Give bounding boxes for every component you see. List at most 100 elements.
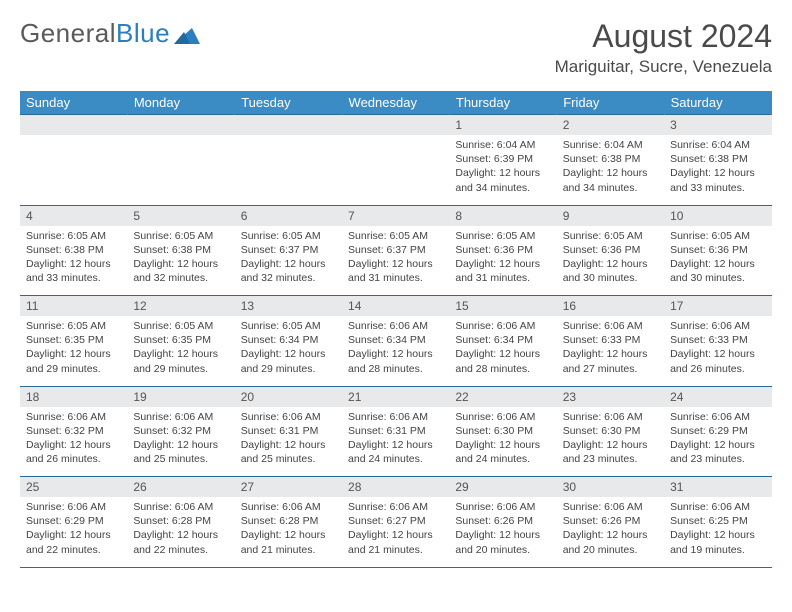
sunset-text: Sunset: 6:38 PM [563,152,658,166]
daylight-text: Daylight: 12 hours and 19 minutes. [670,528,765,556]
day-number-cell: 18 [20,386,127,407]
sunrise-text: Sunrise: 6:06 AM [348,500,443,514]
sunrise-text: Sunrise: 6:05 AM [563,229,658,243]
day-number-cell: 19 [127,386,234,407]
daylight-text: Daylight: 12 hours and 31 minutes. [348,257,443,285]
sunrise-text: Sunrise: 6:05 AM [26,319,121,333]
sunrise-text: Sunrise: 6:06 AM [563,410,658,424]
day-content-row: Sunrise: 6:05 AMSunset: 6:38 PMDaylight:… [20,226,772,296]
sunset-text: Sunset: 6:33 PM [563,333,658,347]
sunset-text: Sunset: 6:36 PM [563,243,658,257]
location-label: Mariguitar, Sucre, Venezuela [555,57,772,77]
day-number-cell: 3 [664,115,771,136]
brand-general: General [20,18,116,49]
day-number-cell: 17 [664,296,771,317]
sunset-text: Sunset: 6:29 PM [670,424,765,438]
calendar-grid: Sunday Monday Tuesday Wednesday Thursday… [20,91,772,568]
sunset-text: Sunset: 6:26 PM [563,514,658,528]
day-number-cell: 6 [235,205,342,226]
day-content-cell [235,135,342,205]
day-content-cell: Sunrise: 6:05 AMSunset: 6:37 PMDaylight:… [235,226,342,296]
day-number-cell [342,115,449,136]
daylight-text: Daylight: 12 hours and 32 minutes. [241,257,336,285]
day-content-cell: Sunrise: 6:06 AMSunset: 6:31 PMDaylight:… [342,407,449,477]
day-number-cell: 29 [449,477,556,498]
day-content-cell: Sunrise: 6:06 AMSunset: 6:27 PMDaylight:… [342,497,449,567]
day-content-row: Sunrise: 6:05 AMSunset: 6:35 PMDaylight:… [20,316,772,386]
day-content-cell: Sunrise: 6:06 AMSunset: 6:34 PMDaylight:… [449,316,556,386]
day-number-cell: 7 [342,205,449,226]
day-number-cell: 1 [449,115,556,136]
day-content-cell: Sunrise: 6:05 AMSunset: 6:38 PMDaylight:… [20,226,127,296]
sunrise-text: Sunrise: 6:06 AM [455,319,550,333]
day-content-cell: Sunrise: 6:06 AMSunset: 6:30 PMDaylight:… [449,407,556,477]
day-content-cell: Sunrise: 6:05 AMSunset: 6:36 PMDaylight:… [664,226,771,296]
daylight-text: Daylight: 12 hours and 20 minutes. [563,528,658,556]
day-number-cell [20,115,127,136]
day-number-cell: 26 [127,477,234,498]
day-number-cell: 31 [664,477,771,498]
daylight-text: Daylight: 12 hours and 28 minutes. [348,347,443,375]
day-number-cell: 8 [449,205,556,226]
day-content-row: Sunrise: 6:06 AMSunset: 6:32 PMDaylight:… [20,407,772,477]
day-content-cell: Sunrise: 6:04 AMSunset: 6:38 PMDaylight:… [664,135,771,205]
day-content-row: Sunrise: 6:06 AMSunset: 6:29 PMDaylight:… [20,497,772,567]
day-content-cell [127,135,234,205]
sunset-text: Sunset: 6:25 PM [670,514,765,528]
sunset-text: Sunset: 6:39 PM [455,152,550,166]
day-content-cell: Sunrise: 6:06 AMSunset: 6:29 PMDaylight:… [664,407,771,477]
daylight-text: Daylight: 12 hours and 26 minutes. [670,347,765,375]
day-content-cell: Sunrise: 6:06 AMSunset: 6:33 PMDaylight:… [557,316,664,386]
day-content-cell: Sunrise: 6:05 AMSunset: 6:35 PMDaylight:… [20,316,127,386]
sunrise-text: Sunrise: 6:05 AM [241,229,336,243]
sunrise-text: Sunrise: 6:06 AM [241,410,336,424]
sunrise-text: Sunrise: 6:06 AM [241,500,336,514]
day-number-cell: 13 [235,296,342,317]
day-number-cell: 12 [127,296,234,317]
sunset-text: Sunset: 6:34 PM [455,333,550,347]
day-number-row: 11121314151617 [20,296,772,317]
sunrise-text: Sunrise: 6:05 AM [241,319,336,333]
day-number-cell: 9 [557,205,664,226]
daylight-text: Daylight: 12 hours and 33 minutes. [670,166,765,194]
day-content-cell: Sunrise: 6:06 AMSunset: 6:30 PMDaylight:… [557,407,664,477]
sunrise-text: Sunrise: 6:05 AM [26,229,121,243]
day-content-cell: Sunrise: 6:06 AMSunset: 6:28 PMDaylight:… [235,497,342,567]
daylight-text: Daylight: 12 hours and 22 minutes. [133,528,228,556]
daylight-text: Daylight: 12 hours and 20 minutes. [455,528,550,556]
sunrise-text: Sunrise: 6:04 AM [563,138,658,152]
day-content-cell: Sunrise: 6:06 AMSunset: 6:28 PMDaylight:… [127,497,234,567]
title-block: August 2024 Mariguitar, Sucre, Venezuela [555,18,772,77]
day-number-cell [127,115,234,136]
sunrise-text: Sunrise: 6:06 AM [455,410,550,424]
sunset-text: Sunset: 6:28 PM [133,514,228,528]
sunset-text: Sunset: 6:28 PM [241,514,336,528]
sunrise-text: Sunrise: 6:06 AM [670,500,765,514]
sunset-text: Sunset: 6:31 PM [241,424,336,438]
weekday-header: Friday [557,91,664,115]
day-number-cell: 28 [342,477,449,498]
day-number-cell: 25 [20,477,127,498]
day-number-cell: 11 [20,296,127,317]
day-content-cell: Sunrise: 6:06 AMSunset: 6:26 PMDaylight:… [557,497,664,567]
sunrise-text: Sunrise: 6:06 AM [26,500,121,514]
daylight-text: Daylight: 12 hours and 21 minutes. [241,528,336,556]
day-content-cell: Sunrise: 6:06 AMSunset: 6:25 PMDaylight:… [664,497,771,567]
sunrise-text: Sunrise: 6:05 AM [670,229,765,243]
sunset-text: Sunset: 6:30 PM [455,424,550,438]
sunrise-text: Sunrise: 6:05 AM [133,229,228,243]
day-content-cell: Sunrise: 6:06 AMSunset: 6:32 PMDaylight:… [20,407,127,477]
day-number-cell: 15 [449,296,556,317]
daylight-text: Daylight: 12 hours and 23 minutes. [670,438,765,466]
day-number-cell: 21 [342,386,449,407]
day-number-cell: 22 [449,386,556,407]
sunset-text: Sunset: 6:32 PM [26,424,121,438]
daylight-text: Daylight: 12 hours and 24 minutes. [348,438,443,466]
day-content-cell: Sunrise: 6:05 AMSunset: 6:36 PMDaylight:… [557,226,664,296]
daylight-text: Daylight: 12 hours and 23 minutes. [563,438,658,466]
day-content-cell: Sunrise: 6:06 AMSunset: 6:33 PMDaylight:… [664,316,771,386]
day-number-cell: 2 [557,115,664,136]
sunset-text: Sunset: 6:36 PM [455,243,550,257]
sunrise-text: Sunrise: 6:06 AM [26,410,121,424]
day-content-cell: Sunrise: 6:05 AMSunset: 6:35 PMDaylight:… [127,316,234,386]
